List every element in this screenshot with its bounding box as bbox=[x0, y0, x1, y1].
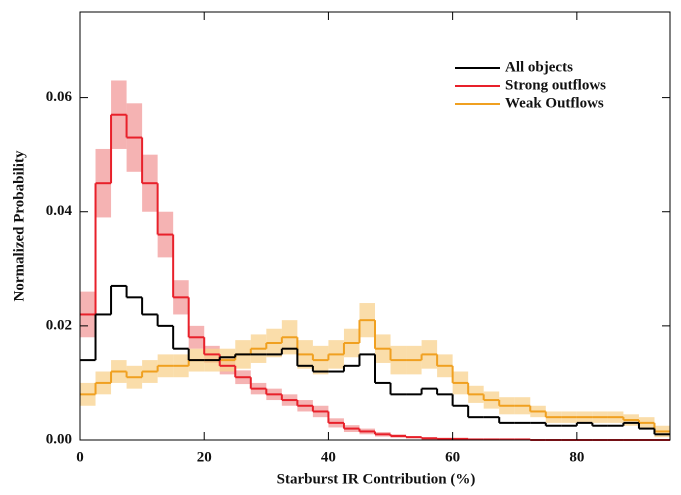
x-tick-label: 60 bbox=[445, 449, 460, 465]
legend-label: All objects bbox=[505, 59, 573, 75]
step-connector bbox=[94, 114, 532, 440]
y-tick-label: 0.00 bbox=[46, 431, 72, 447]
y-tick-label: 0.04 bbox=[46, 203, 73, 219]
legend-label: Weak Outflows bbox=[505, 95, 604, 111]
x-tick-label: 0 bbox=[76, 449, 84, 465]
y-tick-label: 0.02 bbox=[46, 317, 72, 333]
x-tick-label: 20 bbox=[197, 449, 212, 465]
legend-label: Strong outflows bbox=[505, 77, 606, 93]
y-axis-label: Normalized Probability bbox=[11, 150, 27, 301]
x-axis-label: Starburst IR Contribution (%) bbox=[277, 471, 476, 487]
x-tick-label: 80 bbox=[569, 449, 584, 465]
y-tick-label: 0.06 bbox=[46, 89, 73, 105]
plot-frame bbox=[79, 11, 671, 441]
x-tick-label: 40 bbox=[321, 449, 336, 465]
